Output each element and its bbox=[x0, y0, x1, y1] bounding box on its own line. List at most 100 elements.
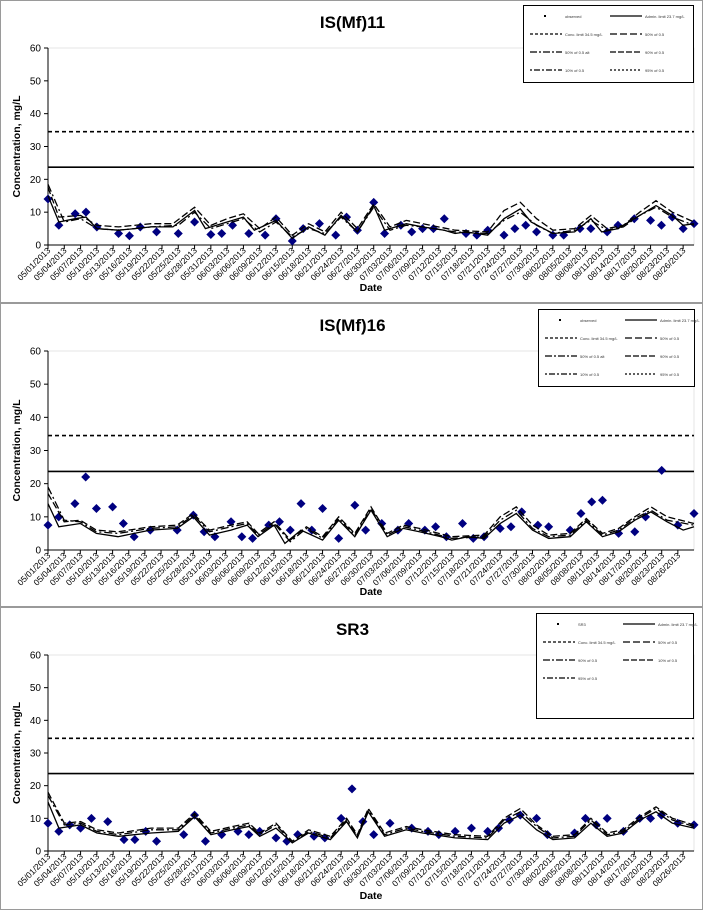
data-point bbox=[350, 500, 360, 510]
x-axis-label: Date bbox=[360, 890, 383, 902]
legend-label: 90% of 0.5 bbox=[645, 49, 665, 55]
chart-title: IS(Mf)16 bbox=[319, 316, 386, 335]
legend-swatch bbox=[530, 69, 562, 71]
data-point bbox=[532, 227, 542, 237]
data-point bbox=[173, 229, 183, 239]
y-tick-label: 0 bbox=[35, 241, 41, 252]
data-point bbox=[418, 224, 428, 234]
data-point bbox=[407, 227, 417, 237]
data-point bbox=[92, 222, 102, 232]
legend-swatch bbox=[543, 677, 575, 679]
data-point bbox=[260, 230, 270, 240]
legend-item: observed bbox=[545, 315, 596, 325]
series-line bbox=[47, 486, 695, 543]
legend-label: 95% of 0.5 bbox=[578, 675, 598, 681]
legend-swatch bbox=[544, 15, 546, 17]
legend-item: 50% of 0.5 bbox=[623, 637, 677, 647]
data-point bbox=[124, 231, 134, 241]
data-point bbox=[423, 826, 433, 836]
y-tick-label: 60 bbox=[30, 347, 42, 358]
legend-swatch bbox=[625, 355, 657, 357]
legend-swatch bbox=[543, 641, 575, 643]
y-tick-label: 0 bbox=[35, 847, 41, 858]
data-point bbox=[130, 835, 140, 845]
y-tick-label: 60 bbox=[30, 44, 42, 55]
data-point bbox=[318, 504, 328, 514]
data-point bbox=[472, 230, 482, 240]
legend-label: 50% of 0.5 alt bbox=[580, 353, 605, 359]
legend-item: 50% of 0.5 bbox=[610, 29, 664, 39]
data-point bbox=[565, 525, 575, 535]
data-point bbox=[499, 230, 509, 240]
chart-panel-3: SR3 0 10 20 30 40 50 60 05/01/2013 05/04/2013 05/… bbox=[0, 607, 703, 910]
data-point bbox=[576, 509, 586, 519]
data-point bbox=[347, 784, 357, 794]
legend-swatch bbox=[610, 15, 642, 17]
legend-item: 10% of 0.5 bbox=[545, 369, 599, 379]
legend-swatch bbox=[545, 373, 577, 375]
legend-item: SR3 bbox=[543, 619, 586, 629]
legend-item: 50% of 0.5 alt bbox=[530, 47, 589, 57]
legend-item: 10% of 0.5 bbox=[530, 65, 584, 75]
data-point bbox=[76, 823, 86, 833]
data-point bbox=[135, 222, 145, 232]
data-point bbox=[385, 818, 395, 828]
data-point bbox=[369, 197, 379, 207]
legend-label: 95% of 0.5 bbox=[660, 371, 680, 377]
legend-label: observed bbox=[565, 13, 582, 19]
y-tick-label: 50 bbox=[30, 380, 42, 391]
y-tick-label: 50 bbox=[30, 76, 42, 87]
data-point bbox=[587, 497, 597, 507]
legend-swatch bbox=[625, 373, 657, 375]
legend-swatch bbox=[623, 659, 655, 661]
x-axis-label: Date bbox=[360, 586, 383, 598]
data-point bbox=[646, 215, 656, 225]
legend-item: Admin. limit 23.7 mg/L bbox=[623, 619, 698, 629]
legend-label: SR3 bbox=[578, 621, 586, 627]
data-point bbox=[179, 830, 189, 840]
legend-label: 10% of 0.5 bbox=[580, 371, 600, 377]
data-point bbox=[641, 512, 651, 522]
data-point bbox=[200, 836, 210, 846]
data-point bbox=[287, 236, 297, 246]
data-point bbox=[118, 518, 128, 528]
data-point bbox=[255, 826, 265, 836]
legend-swatch bbox=[543, 659, 575, 661]
data-point bbox=[483, 826, 493, 836]
data-point bbox=[314, 219, 324, 229]
y-tick-label: 60 bbox=[30, 651, 42, 662]
legend-swatch bbox=[545, 337, 577, 339]
y-tick-label: 50 bbox=[30, 683, 42, 694]
y-tick-label: 40 bbox=[30, 109, 42, 120]
data-point bbox=[656, 220, 666, 230]
data-point bbox=[646, 813, 656, 823]
data-point bbox=[532, 813, 542, 823]
data-point bbox=[361, 525, 371, 535]
data-point bbox=[309, 831, 319, 841]
legend-label: 50% of 0.5 bbox=[660, 335, 680, 341]
chart-panel-1: IS(Mf)11 0 10 20 30 40 50 60 05/01/2013 05/04/20… bbox=[0, 0, 703, 303]
data-point bbox=[248, 533, 258, 543]
data-point bbox=[657, 465, 667, 475]
data-point bbox=[597, 495, 607, 505]
data-point bbox=[458, 518, 468, 528]
data-point bbox=[103, 817, 113, 827]
data-point bbox=[380, 229, 390, 239]
chart-legend: observed Admin. limit 23.7 mg/L Conc. limi… bbox=[523, 5, 694, 83]
legend-item: 95% of 0.5 bbox=[543, 673, 597, 683]
legend-label: 10% of 0.5 bbox=[658, 657, 678, 663]
data-point bbox=[228, 220, 238, 230]
chart-svg-3: 010203040506005/01/201305/04/201305/07/2… bbox=[11, 651, 699, 902]
legend-item: 10% of 0.5 bbox=[623, 655, 677, 665]
data-point bbox=[199, 527, 209, 537]
legend-item: 95% of 0.5 bbox=[610, 65, 664, 75]
legend-item: Conc. limit 34.5 mg/L bbox=[545, 333, 618, 343]
data-point bbox=[54, 220, 64, 230]
data-point bbox=[81, 207, 91, 217]
y-tick-label: 10 bbox=[30, 814, 42, 825]
y-tick-label: 10 bbox=[30, 208, 42, 219]
y-tick-label: 20 bbox=[30, 479, 42, 490]
data-point bbox=[678, 224, 688, 234]
data-point bbox=[510, 224, 520, 234]
data-point bbox=[244, 830, 254, 840]
